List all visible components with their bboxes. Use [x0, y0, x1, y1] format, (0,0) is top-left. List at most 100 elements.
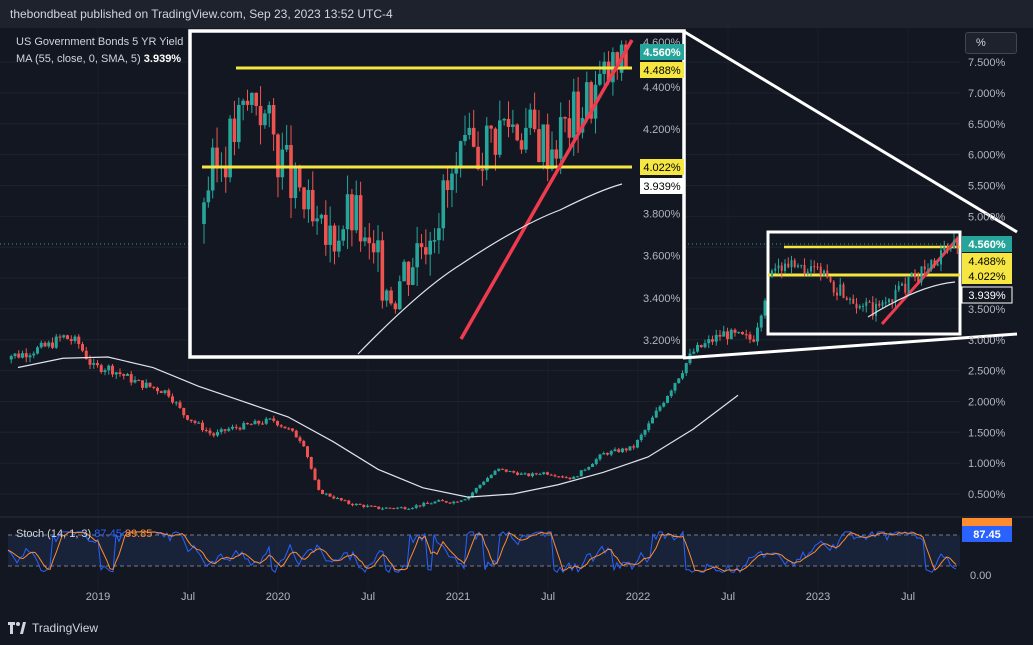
connector-bottom — [682, 332, 1018, 360]
candle-body — [463, 499, 467, 501]
candle-body — [471, 492, 474, 497]
candle-body — [516, 472, 519, 475]
price-chart[interactable]: 3.200%3.400%3.600%3.800%4.000%4.200%4.40… — [0, 0, 1033, 612]
candle-body — [219, 429, 223, 432]
candle-body — [208, 430, 212, 434]
candle-body — [223, 429, 227, 431]
mini-candle-body — [875, 303, 877, 317]
candles — [9, 298, 767, 511]
price-tick: 2.500% — [968, 366, 1006, 378]
candle-body — [403, 507, 407, 510]
candle-body — [167, 390, 171, 397]
inset-candle-body — [232, 118, 237, 143]
candle-body — [54, 336, 58, 348]
inset-candle-body — [450, 173, 454, 191]
candle-body — [321, 489, 324, 494]
inset-candle-body — [371, 243, 376, 253]
candle-body — [381, 508, 384, 510]
inset-candle-body — [415, 243, 419, 268]
ma-legend-label: MA (55, close, 0, SMA, 5) — [16, 53, 141, 65]
mini-candle-body — [777, 265, 780, 269]
candle-body — [51, 342, 54, 348]
inset-candle-body — [432, 240, 437, 242]
mini-candle-body — [836, 292, 838, 296]
inset-candle-body — [550, 149, 554, 170]
candle-body — [444, 501, 448, 503]
candle-body — [729, 329, 733, 340]
time-tick: 2020 — [266, 591, 290, 603]
inset-candle-body — [411, 267, 415, 285]
mini-candle-body — [891, 299, 894, 303]
candle-body — [711, 339, 714, 342]
inset-candle-body — [341, 229, 345, 241]
inset-tick: 3.800% — [643, 208, 681, 220]
candle-body — [193, 420, 197, 423]
time-axis[interactable]: 2019 Jul 2020 Jul 2021 Jul 2022 Jul 2023 Jul — [86, 591, 915, 603]
inset-candle-body — [519, 140, 524, 150]
candle-body — [88, 359, 92, 365]
candle-body — [96, 363, 99, 366]
candle-body — [456, 501, 459, 503]
inset-candle-body — [585, 82, 589, 118]
candle-body — [474, 488, 478, 493]
symbol-legend[interactable]: US Government Bonds 5 YR Yield — [16, 36, 183, 48]
candle-body — [684, 363, 688, 374]
candle-body — [654, 410, 658, 418]
inset-tick: 3.400% — [643, 293, 681, 305]
candle-body — [692, 351, 696, 354]
inset-candle-body — [332, 225, 337, 252]
ma-legend[interactable]: MA (55, close, 0, SMA, 5) 3.939% — [16, 53, 181, 65]
candle-body — [564, 477, 568, 479]
inset-candle-body — [537, 129, 541, 163]
mini-candle-body — [914, 273, 916, 278]
zoom-box — [766, 230, 962, 336]
candle-body — [257, 420, 261, 424]
mini-candle-body — [790, 260, 793, 268]
candle-body — [486, 478, 489, 482]
time-tick: Jul — [721, 591, 735, 603]
mini-candle-body — [771, 270, 773, 276]
stoch-legend[interactable]: Stoch (14, 1, 3) 87.45 89.85 — [16, 528, 152, 540]
percent-scale-button[interactable]: % — [965, 32, 1017, 54]
inset-candle-body — [254, 92, 258, 106]
candle-body — [759, 315, 763, 328]
mini-candle-body — [787, 263, 790, 268]
candle-body — [159, 391, 163, 394]
time-tick: Jul — [901, 591, 915, 603]
mini-candle-body — [956, 240, 959, 249]
mini-candle-body — [793, 260, 796, 267]
candle-body — [636, 439, 639, 448]
inset-level-tag-low-text: 4.022% — [643, 162, 681, 174]
candle-body — [231, 426, 234, 429]
candle-body — [9, 356, 13, 360]
candle-body — [264, 418, 268, 424]
publisher-bar: thebondbeat published on TradingView.com… — [0, 0, 1033, 28]
candle-body — [478, 484, 482, 489]
tradingview-logo[interactable]: TradingView — [8, 621, 98, 635]
trend-line-small — [880, 237, 960, 325]
candle-body — [546, 472, 549, 475]
candle-body — [411, 507, 414, 509]
candle-body — [602, 453, 606, 455]
time-tick: 2022 — [626, 591, 650, 603]
inset-candle-body — [471, 127, 476, 147]
inset-candle-body — [419, 243, 424, 248]
candle-body — [287, 428, 291, 430]
candle-body — [279, 425, 283, 427]
candle-body — [32, 353, 36, 356]
mini-candle-body — [832, 281, 835, 293]
candle-body — [557, 476, 561, 478]
mini-candle-body — [858, 305, 861, 309]
inset-candle-body — [528, 109, 533, 128]
inset-candle-body — [250, 92, 254, 105]
time-tick: Jul — [541, 591, 555, 603]
candle-body — [298, 437, 302, 442]
candle-body — [497, 468, 501, 471]
time-tick: 2019 — [86, 591, 110, 603]
candle-body — [24, 353, 28, 358]
candle-body — [748, 334, 752, 340]
mini-candle-body — [888, 299, 890, 303]
candle-body — [591, 464, 594, 467]
candle-body — [339, 498, 343, 501]
candle-body — [561, 476, 564, 478]
